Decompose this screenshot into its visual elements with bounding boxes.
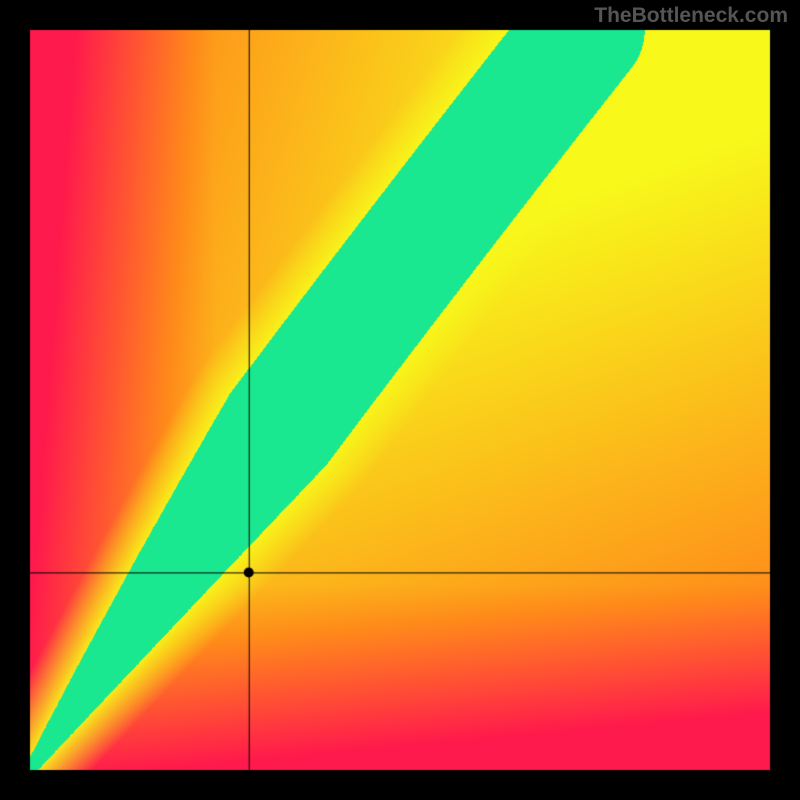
heatmap-canvas bbox=[0, 0, 800, 800]
chart-container: TheBottleneck.com bbox=[0, 0, 800, 800]
watermark-text: TheBottleneck.com bbox=[594, 4, 788, 28]
